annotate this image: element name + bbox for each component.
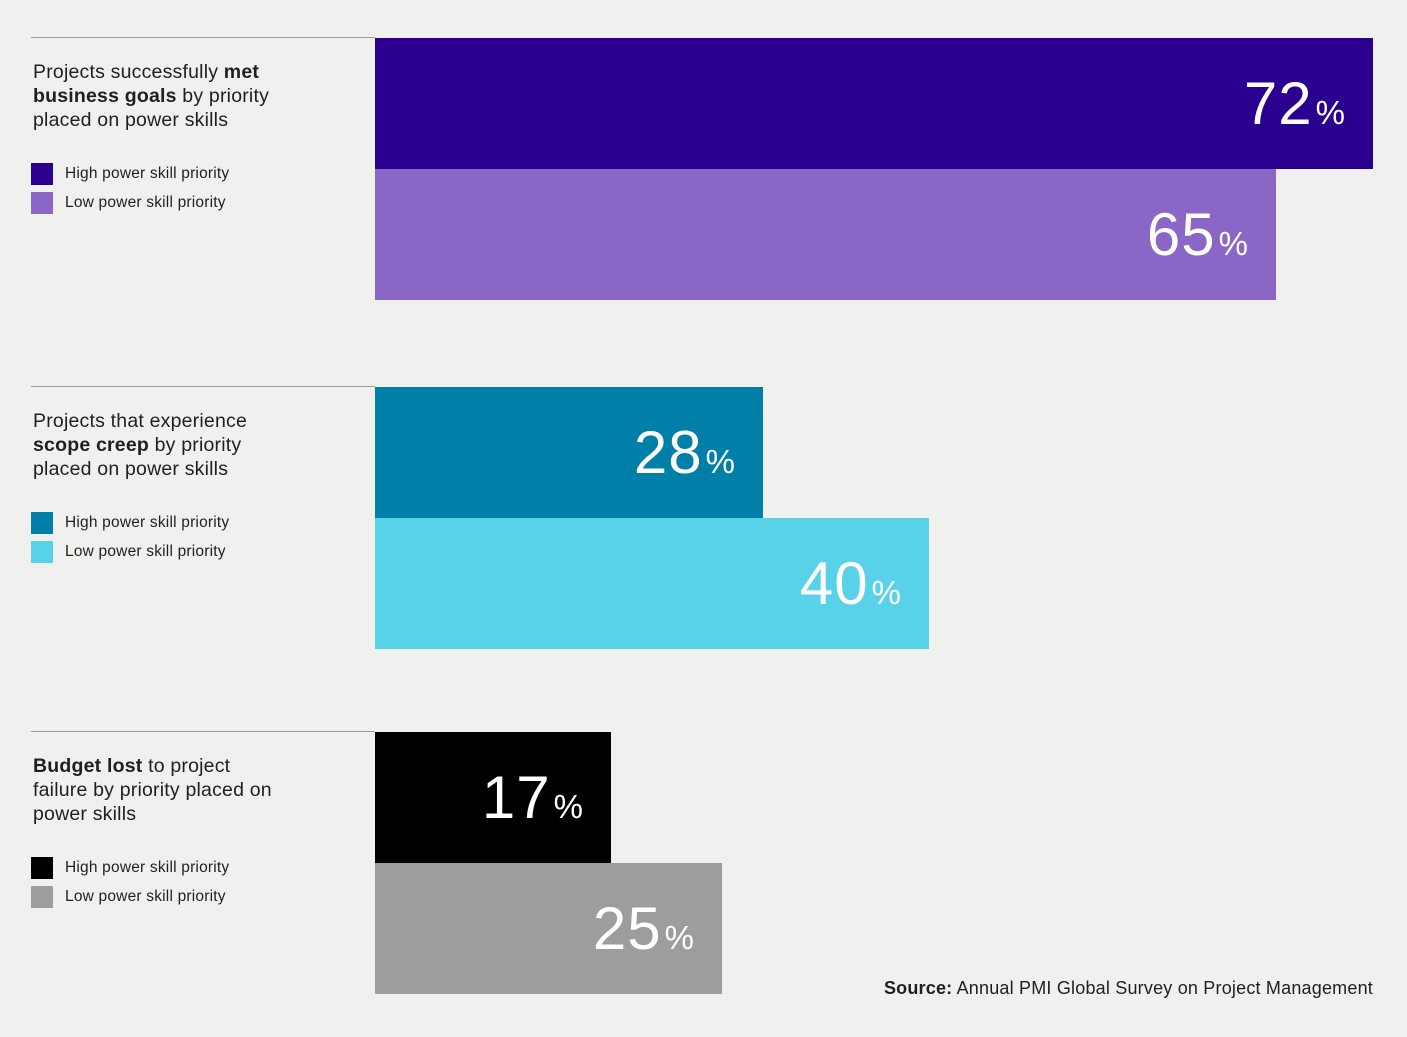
legend: High power skill priority Low power skil… — [31, 857, 229, 915]
legend-label: Low power skill priority — [65, 194, 226, 211]
legend-row-high: High power skill priority — [31, 512, 229, 534]
legend-swatch — [31, 192, 53, 214]
legend-swatch — [31, 541, 53, 563]
source-note: Source: Annual PMI Global Survey on Proj… — [884, 978, 1373, 999]
percent-sign: % — [705, 442, 735, 480]
metric-group-business-goals: Projects successfully met business goals … — [31, 37, 1373, 337]
legend: High power skill priority Low power skil… — [31, 163, 229, 221]
bar-low-power: 40% — [375, 518, 929, 649]
bar-value: 65% — [1146, 200, 1248, 268]
source-label: Source: — [883, 978, 953, 998]
metric-group-scope-creep: Projects that experience scope creep by p… — [31, 386, 1373, 686]
metric-group-budget-lost: Budget lost to project failure by priorit… — [31, 731, 1373, 1031]
percent-sign: % — [871, 573, 901, 611]
bar-value-number: 65 — [1146, 200, 1216, 268]
bar-low-power: 65% — [375, 169, 1276, 300]
bar-high-power: 17% — [375, 732, 611, 863]
legend-row-high: High power skill priority — [31, 163, 229, 185]
group-title-line: power skills — [33, 803, 137, 825]
bar-value-number: 25 — [592, 894, 662, 962]
group-title: Projects successfully met business goals … — [33, 60, 269, 132]
bar-high-power: 72% — [375, 38, 1373, 169]
group-title-line: Budget lost to project — [33, 755, 231, 777]
legend: High power skill priority Low power skil… — [31, 512, 229, 570]
legend-label: High power skill priority — [65, 165, 230, 182]
group-title-line: placed on power skills — [33, 458, 229, 480]
bar-value: 25% — [592, 894, 694, 962]
legend-swatch — [31, 163, 53, 185]
legend-label: Low power skill priority — [65, 888, 226, 905]
group-separator — [31, 731, 375, 732]
bar-value: 40% — [799, 549, 901, 617]
percent-sign: % — [1315, 93, 1345, 131]
group-title-line: Projects that experience — [33, 410, 247, 432]
bar-value: 17% — [481, 763, 583, 831]
bar-high-power: 28% — [375, 387, 763, 518]
legend-swatch — [31, 857, 53, 879]
percent-sign: % — [553, 787, 583, 825]
bar-value-number: 17 — [481, 763, 551, 831]
legend-row-low: Low power skill priority — [31, 192, 229, 214]
bar-track: 28% 40% — [375, 387, 929, 649]
bar-track: 17% 25% — [375, 732, 722, 994]
bar-low-power: 25% — [375, 863, 722, 994]
legend-label: Low power skill priority — [65, 543, 226, 560]
group-title: Projects that experience scope creep by p… — [33, 409, 247, 481]
group-separator — [31, 37, 375, 38]
group-title: Budget lost to project failure by priorit… — [33, 754, 272, 826]
legend-label: High power skill priority — [65, 859, 230, 876]
group-title-line: Projects successfully met — [33, 61, 260, 83]
legend-row-high: High power skill priority — [31, 857, 229, 879]
bar-value-number: 40 — [799, 549, 869, 617]
bar-track: 72% 65% — [375, 38, 1373, 300]
bar-value: 72% — [1243, 69, 1345, 137]
group-title-line: placed on power skills — [33, 109, 229, 131]
bar-value-number: 28 — [633, 418, 703, 486]
percent-sign: % — [664, 918, 694, 956]
legend-label: High power skill priority — [65, 514, 230, 531]
source-text: Annual PMI Global Survey on Project Mana… — [952, 978, 1373, 998]
bar-value: 28% — [633, 418, 735, 486]
legend-row-low: Low power skill priority — [31, 886, 229, 908]
legend-row-low: Low power skill priority — [31, 541, 229, 563]
group-title-line: scope creep by priority — [33, 434, 242, 456]
group-title-line: business goals by priority — [33, 85, 270, 107]
group-separator — [31, 386, 375, 387]
percent-sign: % — [1218, 224, 1248, 262]
bar-value-number: 72 — [1243, 69, 1313, 137]
legend-swatch — [31, 886, 53, 908]
legend-swatch — [31, 512, 53, 534]
group-title-line: failure by priority placed on — [33, 779, 272, 801]
